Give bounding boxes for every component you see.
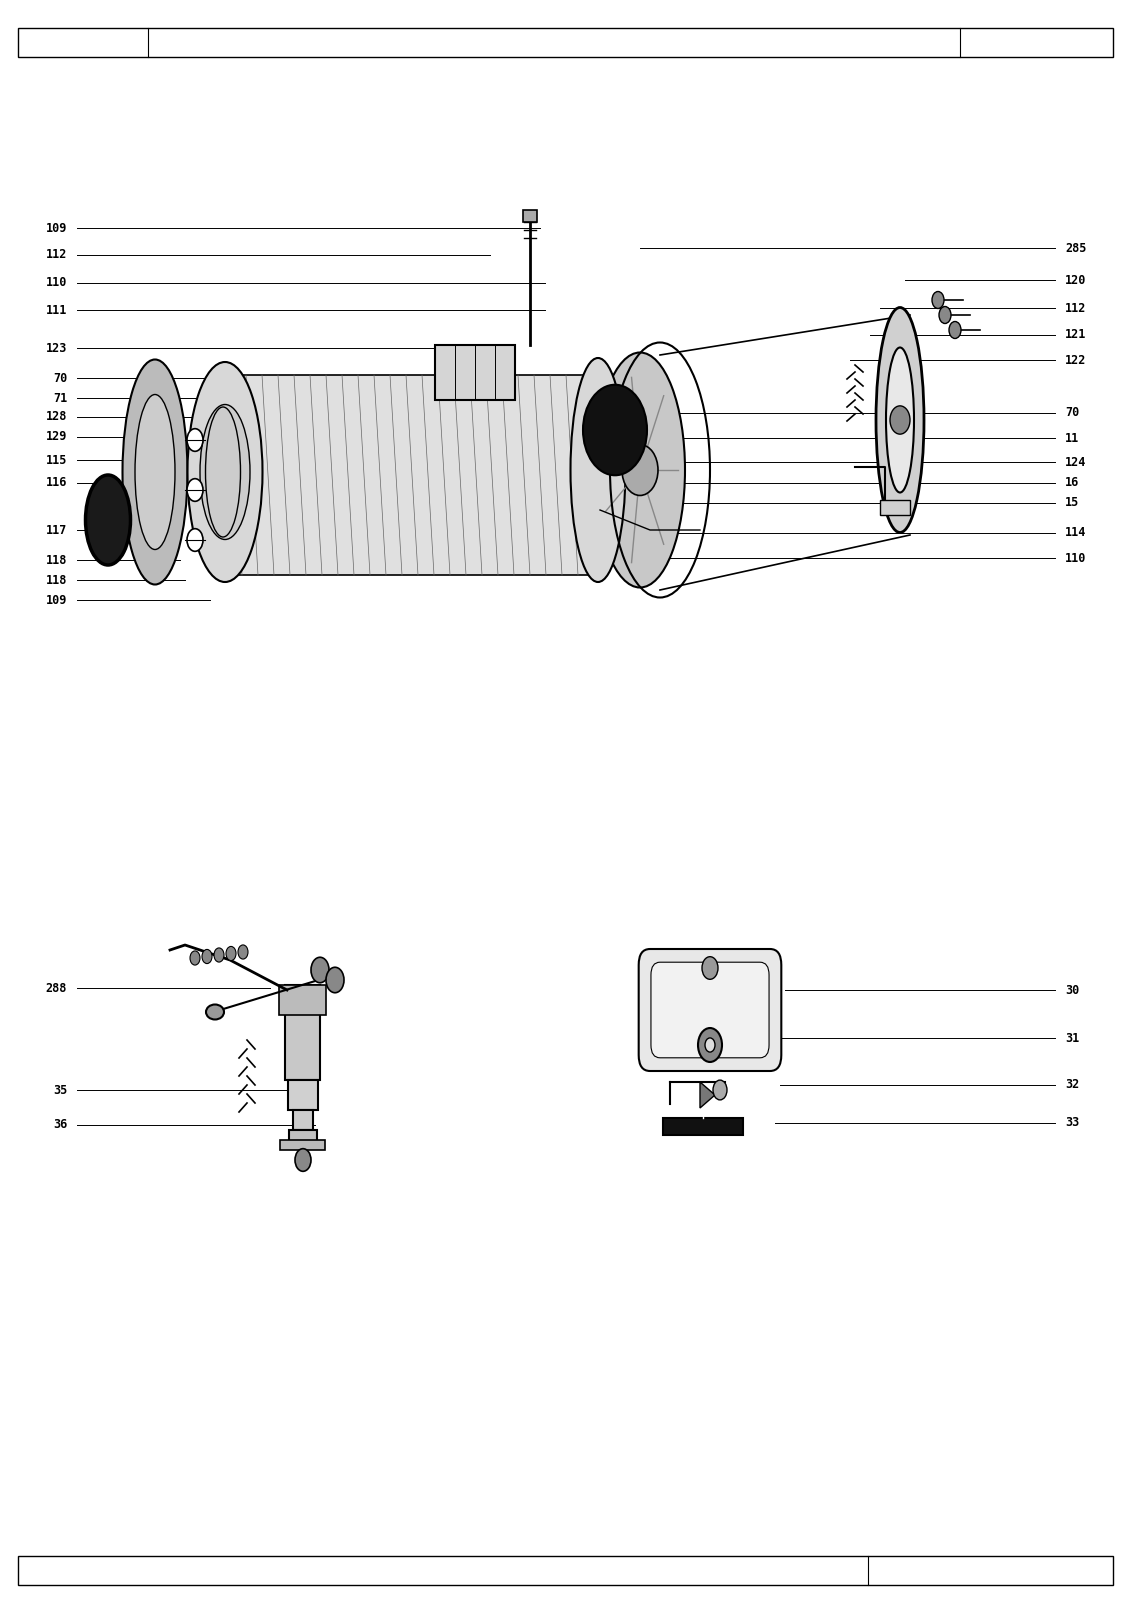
Text: Nº 3212: Nº 3212 <box>1008 35 1065 50</box>
Text: 33: 33 <box>1065 1117 1079 1130</box>
Text: 109: 109 <box>45 221 67 235</box>
Circle shape <box>932 291 944 309</box>
Text: 128: 128 <box>45 411 67 424</box>
Bar <box>290 1130 317 1146</box>
Ellipse shape <box>595 352 685 587</box>
Text: 110: 110 <box>45 277 67 290</box>
Text: 36: 36 <box>53 1118 67 1131</box>
Circle shape <box>295 1149 311 1171</box>
Bar <box>285 986 320 1080</box>
Bar <box>523 210 537 222</box>
Text: 31: 31 <box>1065 1032 1079 1045</box>
Ellipse shape <box>200 405 250 539</box>
Bar <box>435 346 515 400</box>
Bar <box>288 1080 318 1110</box>
Bar <box>18 1555 1113 1586</box>
Circle shape <box>698 1029 722 1062</box>
Ellipse shape <box>86 475 130 565</box>
Text: Fagor Electrodomésticos, S. Coop.: Fagor Electrodomésticos, S. Coop. <box>336 1565 550 1578</box>
Circle shape <box>190 950 200 965</box>
Circle shape <box>713 1080 727 1099</box>
Ellipse shape <box>122 360 188 584</box>
Text: 35: 35 <box>53 1083 67 1096</box>
Text: 15: 15 <box>1065 496 1079 509</box>
Text: S A T: S A T <box>62 35 104 50</box>
Ellipse shape <box>135 395 175 549</box>
Circle shape <box>187 528 202 552</box>
Circle shape <box>311 957 329 982</box>
Circle shape <box>702 957 718 979</box>
Text: 114: 114 <box>1065 526 1087 539</box>
Text: 112: 112 <box>45 248 67 261</box>
Text: 11: 11 <box>1065 432 1079 445</box>
Text: 110: 110 <box>1065 552 1087 565</box>
Text: 115: 115 <box>45 453 67 467</box>
Circle shape <box>238 946 248 958</box>
FancyBboxPatch shape <box>651 962 769 1058</box>
Circle shape <box>939 307 951 323</box>
Text: www.fagor.com: www.fagor.com <box>500 35 608 50</box>
Text: 129: 129 <box>45 430 67 443</box>
Text: 116: 116 <box>45 477 67 490</box>
Text: 288: 288 <box>45 981 67 995</box>
Polygon shape <box>700 1082 715 1107</box>
Text: 120: 120 <box>1065 274 1087 286</box>
Bar <box>18 27 1113 58</box>
Circle shape <box>187 478 202 501</box>
Circle shape <box>705 1038 715 1053</box>
Text: 118: 118 <box>45 573 67 587</box>
FancyBboxPatch shape <box>639 949 782 1070</box>
Circle shape <box>949 322 961 339</box>
Bar <box>225 374 595 574</box>
Text: 30: 30 <box>1065 984 1079 997</box>
Circle shape <box>326 968 344 992</box>
Bar <box>293 1110 313 1130</box>
Ellipse shape <box>886 347 914 493</box>
Bar <box>880 499 910 515</box>
Ellipse shape <box>570 358 625 582</box>
Circle shape <box>187 429 202 451</box>
Circle shape <box>582 384 647 475</box>
Text: 112: 112 <box>1065 301 1087 315</box>
Text: 118: 118 <box>45 554 67 566</box>
Text: 285: 285 <box>1065 242 1087 254</box>
Text: S A T: S A T <box>969 1563 1011 1578</box>
Ellipse shape <box>206 1005 224 1019</box>
Circle shape <box>890 406 910 434</box>
Bar <box>663 1118 743 1134</box>
Circle shape <box>622 445 658 496</box>
Text: 16: 16 <box>1065 477 1079 490</box>
Bar <box>280 1139 325 1150</box>
Ellipse shape <box>877 307 924 533</box>
Text: 122: 122 <box>1065 354 1087 366</box>
Circle shape <box>226 947 236 960</box>
Text: 124: 124 <box>1065 456 1087 469</box>
Text: 121: 121 <box>1065 328 1087 341</box>
Text: 70: 70 <box>53 371 67 384</box>
Text: 123: 123 <box>45 341 67 355</box>
Bar <box>279 986 326 1014</box>
Text: 117: 117 <box>45 523 67 536</box>
Circle shape <box>214 947 224 962</box>
Text: 32: 32 <box>1065 1078 1079 1091</box>
Ellipse shape <box>188 362 262 582</box>
Text: 70: 70 <box>1065 406 1079 419</box>
Text: 111: 111 <box>45 304 67 317</box>
Text: 109: 109 <box>45 594 67 606</box>
Circle shape <box>202 949 211 963</box>
Text: 71: 71 <box>53 392 67 405</box>
